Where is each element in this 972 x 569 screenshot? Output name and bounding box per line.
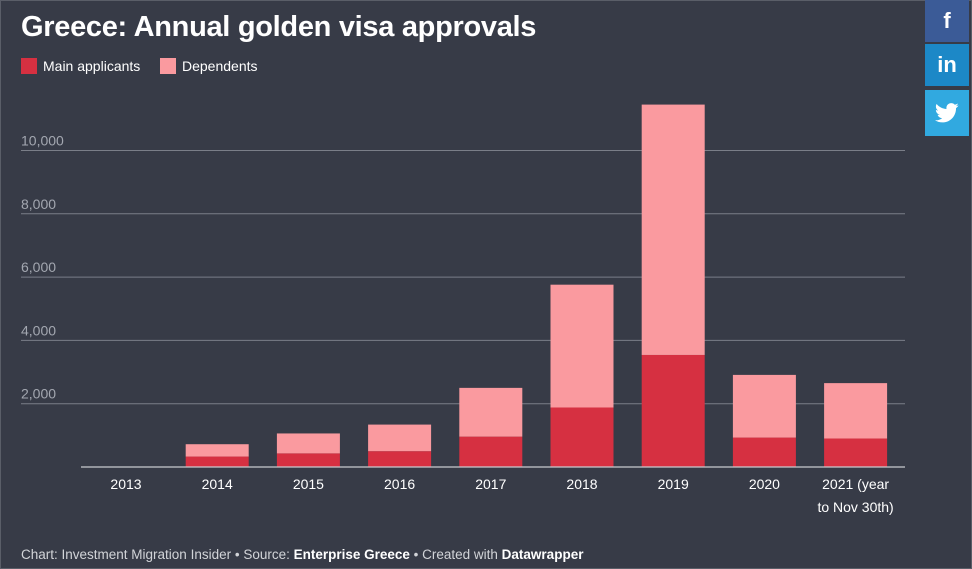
y-tick-label-6000: 6,000: [21, 259, 56, 275]
share-facebook-button[interactable]: f: [925, 0, 969, 42]
legend-item-main-applicants: Main applicants: [21, 58, 140, 74]
bar-dependents-6: [641, 104, 705, 355]
x-tick-label-2: 2015: [293, 476, 324, 492]
x-tick-label-4: 2017: [475, 476, 506, 492]
bar-dependents-5: [550, 284, 614, 408]
bar-main-applicants-4: [459, 436, 523, 467]
bar-main-applicants-8: [824, 438, 888, 467]
bar-main-applicants-1: [185, 456, 249, 467]
x-tick-label-3: 2016: [384, 476, 415, 492]
legend-label-dependents: Dependents: [182, 58, 258, 74]
chart-title: Greece: Annual golden visa approvals: [21, 11, 537, 43]
linkedin-icon: in: [937, 52, 957, 77]
bar-dependents-4: [459, 387, 523, 437]
footer-source-link[interactable]: Enterprise Greece: [293, 547, 410, 562]
bar-main-applicants-5: [550, 407, 614, 467]
y-tick-label-8000: 8,000: [21, 196, 56, 212]
footer-tool-link[interactable]: Datawrapper: [501, 547, 584, 562]
footer-middle: • Created with: [409, 547, 502, 562]
twitter-icon: [935, 103, 959, 123]
x-tick-label-6: 2019: [658, 476, 689, 492]
bar-dependents-8: [824, 383, 888, 439]
bar-main-applicants-6: [641, 354, 705, 467]
chart-footer: Chart: Investment Migration Insider • So…: [21, 547, 583, 562]
bar-main-applicants-2: [276, 453, 340, 467]
legend-swatch-main-applicants: [21, 58, 37, 74]
bar-dependents-3: [368, 424, 432, 452]
y-tick-label-2000: 2,000: [21, 386, 56, 402]
legend-label-main-applicants: Main applicants: [43, 58, 141, 74]
bar-main-applicants-3: [368, 451, 432, 467]
legend-item-dependents: Dependents: [160, 58, 258, 74]
footer-prefix: Chart: Investment Migration Insider • So…: [21, 547, 294, 562]
bar-dependents-7: [732, 374, 796, 438]
bar-dependents-2: [276, 433, 340, 454]
y-tick-label-10000: 10,000: [21, 132, 64, 148]
x-tick-label-1: 2014: [202, 476, 233, 492]
x-tick-label-0: 2013: [110, 476, 141, 492]
share-linkedin-button[interactable]: in: [925, 44, 969, 86]
legend-swatch-dependents: [160, 58, 176, 74]
y-tick-label-4000: 4,000: [21, 322, 56, 338]
share-twitter-button[interactable]: [925, 90, 969, 136]
bar-dependents-1: [185, 444, 249, 457]
x-tick-label-5: 2018: [566, 476, 597, 492]
facebook-icon: f: [943, 8, 951, 33]
x-tick-label-8: 2021 (year to Nov 30th): [817, 476, 893, 515]
bar-main-applicants-7: [732, 437, 796, 467]
x-tick-label-7: 2020: [749, 476, 780, 492]
